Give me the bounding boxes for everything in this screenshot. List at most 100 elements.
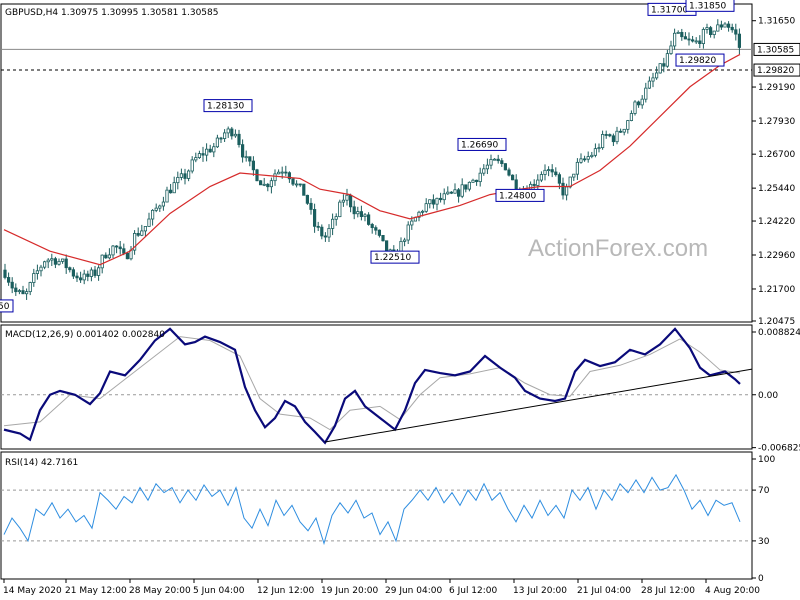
candle-body bbox=[565, 186, 569, 196]
candle-body bbox=[168, 189, 173, 194]
annotation-label: 1.26690 bbox=[461, 140, 498, 150]
candle bbox=[464, 184, 468, 193]
candle-body bbox=[316, 225, 320, 228]
candle-body bbox=[622, 128, 626, 133]
candle-body bbox=[532, 183, 536, 186]
candle bbox=[572, 173, 576, 181]
candle-body bbox=[424, 203, 428, 212]
candle bbox=[593, 143, 598, 158]
candle-body bbox=[449, 191, 454, 194]
candle-body bbox=[705, 27, 709, 30]
candle-body bbox=[611, 135, 616, 143]
ma-line bbox=[3, 53, 741, 266]
candle bbox=[143, 226, 147, 238]
candle bbox=[474, 179, 479, 186]
macd-trendline bbox=[324, 368, 753, 443]
annotation-box bbox=[495, 188, 545, 202]
candle-body bbox=[467, 181, 472, 190]
xtick-label: 6 Jul 12:00 bbox=[449, 586, 498, 596]
annotation-label: 1.22510 bbox=[374, 253, 411, 263]
candle bbox=[57, 258, 61, 266]
candle bbox=[298, 183, 302, 187]
candle bbox=[305, 194, 310, 205]
candle-body bbox=[82, 273, 86, 281]
candle-body bbox=[410, 220, 414, 226]
candle-body bbox=[233, 133, 237, 137]
candle-body bbox=[248, 156, 252, 162]
candle bbox=[734, 23, 738, 41]
candle-body bbox=[374, 227, 378, 231]
candle bbox=[611, 133, 616, 146]
macd-ytick-label: 0.00 bbox=[758, 391, 778, 401]
candle bbox=[680, 28, 684, 41]
price-annotation-2: 1.26690 bbox=[457, 137, 507, 151]
candle-body bbox=[222, 132, 227, 139]
price-annotation-1: 1.22510 bbox=[370, 250, 420, 264]
candle-body bbox=[626, 120, 630, 130]
candle-body bbox=[701, 29, 706, 45]
candle bbox=[539, 171, 544, 183]
candle bbox=[683, 32, 688, 40]
xtick-label: 14 May 2020 bbox=[3, 586, 62, 596]
price-ytick-label: 1.24220 bbox=[758, 217, 795, 227]
candle bbox=[687, 32, 691, 46]
candle-body bbox=[111, 245, 115, 256]
candle bbox=[673, 28, 677, 50]
candle-body bbox=[35, 270, 40, 274]
candle bbox=[356, 206, 360, 218]
rsi-line bbox=[3, 473, 741, 546]
candle bbox=[651, 72, 655, 88]
candle-body bbox=[453, 189, 457, 194]
candle bbox=[3, 263, 7, 280]
candle-body bbox=[165, 189, 169, 203]
annotation-label: 1.31700 bbox=[651, 5, 688, 15]
candle bbox=[79, 271, 83, 283]
candle bbox=[352, 200, 356, 220]
candle bbox=[118, 240, 122, 255]
candle-body bbox=[230, 128, 234, 137]
candle bbox=[485, 158, 490, 175]
candle-body bbox=[547, 169, 551, 172]
candle-body bbox=[348, 194, 353, 208]
price-tag-1: 1.29820 bbox=[753, 63, 800, 77]
candle-body bbox=[132, 233, 137, 251]
candle-body bbox=[158, 205, 162, 209]
candle-body bbox=[258, 180, 263, 186]
candle bbox=[204, 143, 209, 162]
candle bbox=[691, 35, 695, 43]
candle-body bbox=[719, 24, 724, 28]
candle bbox=[622, 128, 626, 136]
candle-body bbox=[485, 164, 490, 170]
candle bbox=[543, 164, 547, 181]
candle-body bbox=[669, 45, 673, 55]
candle-body bbox=[71, 269, 75, 277]
candle-body bbox=[309, 202, 313, 210]
candle-body bbox=[478, 172, 482, 183]
candle-body bbox=[118, 246, 122, 250]
candle bbox=[503, 163, 508, 171]
candle-body bbox=[474, 179, 479, 183]
candle bbox=[402, 237, 407, 247]
candle bbox=[608, 133, 612, 138]
candle-body bbox=[489, 159, 493, 166]
candle-body bbox=[590, 154, 594, 157]
candle bbox=[507, 167, 511, 177]
candle-body bbox=[734, 29, 738, 35]
candle bbox=[633, 100, 637, 116]
candle bbox=[453, 183, 457, 194]
candle bbox=[428, 199, 432, 209]
candle-body bbox=[79, 277, 83, 281]
candle-body bbox=[305, 194, 310, 204]
candle-body bbox=[384, 240, 389, 252]
candle-body bbox=[97, 267, 101, 276]
candle bbox=[406, 221, 410, 244]
candle-body bbox=[377, 229, 382, 236]
candle-body bbox=[330, 218, 335, 229]
candle-body bbox=[737, 33, 742, 48]
candle bbox=[28, 281, 32, 296]
candle-body bbox=[629, 113, 634, 121]
candle-body bbox=[543, 169, 547, 175]
candle bbox=[579, 153, 583, 164]
candle-body bbox=[359, 211, 364, 217]
candle-body bbox=[273, 173, 277, 182]
